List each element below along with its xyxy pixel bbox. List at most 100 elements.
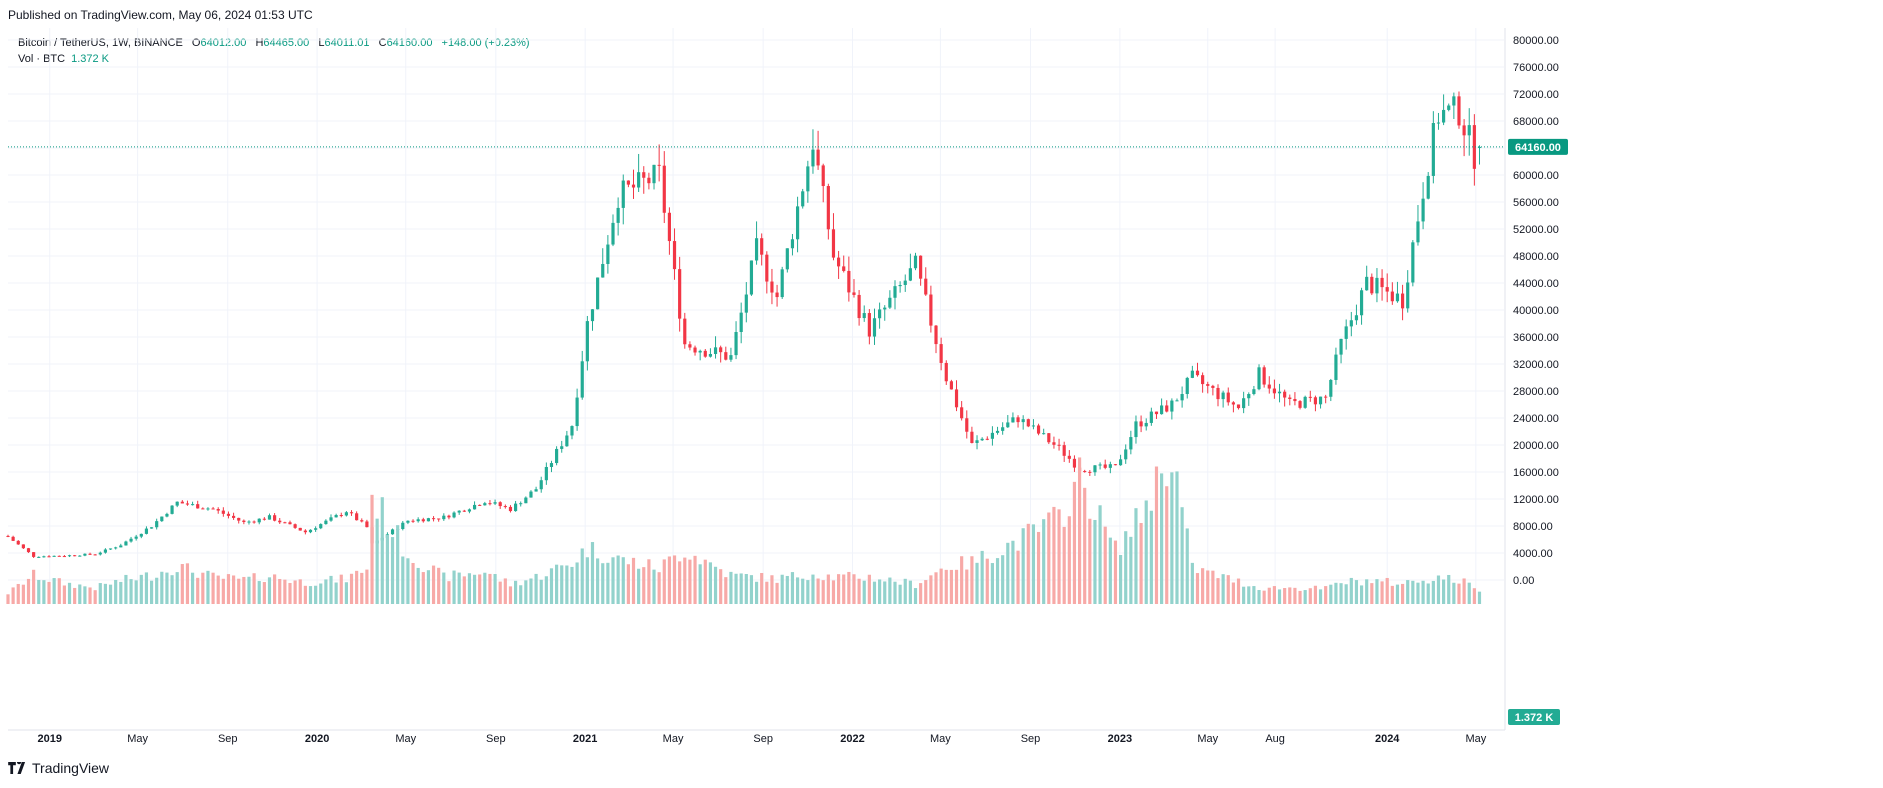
- last-price-badge: [1508, 138, 1568, 155]
- candle-body: [1349, 320, 1353, 327]
- volume-bar: [913, 588, 918, 604]
- candle-body: [1436, 122, 1441, 124]
- candle-body: [447, 515, 451, 518]
- candle-body: [1308, 396, 1312, 398]
- volume-bar: [765, 581, 769, 604]
- candle-body: [267, 515, 272, 520]
- candle-body: [262, 518, 266, 520]
- candle-body: [867, 313, 871, 337]
- candle-body: [98, 552, 102, 555]
- volume-bar: [934, 572, 938, 604]
- volume-bar: [1272, 586, 1276, 604]
- volume-label[interactable]: Vol · BTC: [18, 53, 66, 65]
- volume-bar: [719, 569, 723, 604]
- candle-body: [503, 506, 507, 508]
- candle-body: [949, 381, 953, 390]
- x-tick-label: May: [663, 733, 684, 745]
- volume-bar: [857, 578, 861, 604]
- candle-body: [708, 354, 713, 357]
- volume-bar: [324, 579, 328, 604]
- candle-body: [508, 506, 513, 512]
- volume-bar: [729, 571, 733, 604]
- volume-bar: [226, 574, 231, 604]
- x-tick-label: Sep: [1021, 733, 1041, 745]
- candle-body: [273, 515, 277, 521]
- volume-bar: [1390, 585, 1394, 604]
- volume-bar: [816, 578, 820, 604]
- volume-bar: [1344, 584, 1348, 604]
- volume-bar: [837, 574, 841, 604]
- volume-bar: [149, 580, 154, 604]
- volume-bar: [319, 583, 323, 604]
- x-tick-label: May: [930, 733, 951, 745]
- candle-body: [155, 521, 159, 528]
- volume-bar: [134, 580, 138, 604]
- volume-bar: [1139, 523, 1143, 604]
- published-caption: Published on TradingView.com, May 06, 20…: [8, 8, 313, 22]
- volume-bar: [47, 581, 51, 604]
- candle-body: [293, 524, 297, 528]
- volume-bar: [390, 537, 395, 604]
- volume-bar: [1467, 582, 1471, 604]
- volume-bar: [708, 562, 713, 604]
- candle-body: [544, 466, 548, 481]
- candle-body: [232, 515, 236, 518]
- volume-bar: [780, 574, 784, 604]
- candle-body: [1057, 444, 1061, 446]
- candle-body: [657, 164, 661, 166]
- candle-body: [1390, 291, 1394, 302]
- candle-body: [1119, 459, 1123, 466]
- candle-body: [1226, 392, 1230, 403]
- candle-body: [411, 520, 415, 522]
- candle-body: [437, 518, 441, 520]
- candle-body: [965, 418, 969, 432]
- volume-bar: [273, 574, 277, 604]
- volume-bar: [878, 579, 882, 604]
- candle-body: [1344, 326, 1348, 339]
- candle-body: [334, 515, 338, 518]
- candle-body: [431, 518, 436, 520]
- candle-body: [1221, 392, 1225, 400]
- y-tick-label: 68000.00: [1513, 116, 1559, 128]
- candle-body: [308, 529, 313, 533]
- candle-body: [288, 522, 292, 525]
- volume-bar: [1293, 587, 1297, 604]
- candle-body: [283, 522, 287, 524]
- y-tick-label: 56000.00: [1513, 197, 1559, 209]
- candle-body: [1083, 471, 1087, 473]
- volume-bar: [652, 569, 656, 604]
- volume-bar: [232, 575, 236, 604]
- volume-bar: [1057, 509, 1061, 604]
- candle-body: [775, 292, 779, 298]
- volume-bar: [1077, 457, 1082, 604]
- volume-bar: [283, 579, 287, 604]
- candle-body: [314, 528, 318, 530]
- candle-body: [821, 165, 825, 187]
- candle-body: [749, 260, 754, 295]
- high-label: H: [255, 37, 264, 49]
- candle-body: [1170, 400, 1174, 412]
- candle-body: [1175, 400, 1179, 402]
- volume-bar: [1088, 518, 1092, 604]
- candle-body: [1001, 427, 1005, 431]
- candle-body: [995, 430, 1000, 433]
- candle-body: [719, 347, 723, 353]
- candle-body: [298, 527, 302, 531]
- candle-body: [606, 244, 610, 264]
- volume-bar: [416, 567, 420, 604]
- candle-body: [1283, 391, 1287, 398]
- y-tick-label: 12000.00: [1513, 494, 1559, 506]
- volume-bar: [242, 576, 246, 604]
- tradingview-brand[interactable]: TradingView: [8, 760, 109, 776]
- candle-body: [862, 313, 866, 319]
- candle-body: [1201, 375, 1205, 385]
- volume-bar: [970, 556, 974, 604]
- candle-body: [1216, 387, 1220, 400]
- candle-body: [1385, 287, 1389, 292]
- candle-body: [1462, 125, 1466, 136]
- volume-bar: [37, 579, 41, 604]
- volume-bar: [560, 565, 564, 604]
- volume-bar: [1277, 589, 1282, 604]
- candle-body: [1242, 398, 1246, 409]
